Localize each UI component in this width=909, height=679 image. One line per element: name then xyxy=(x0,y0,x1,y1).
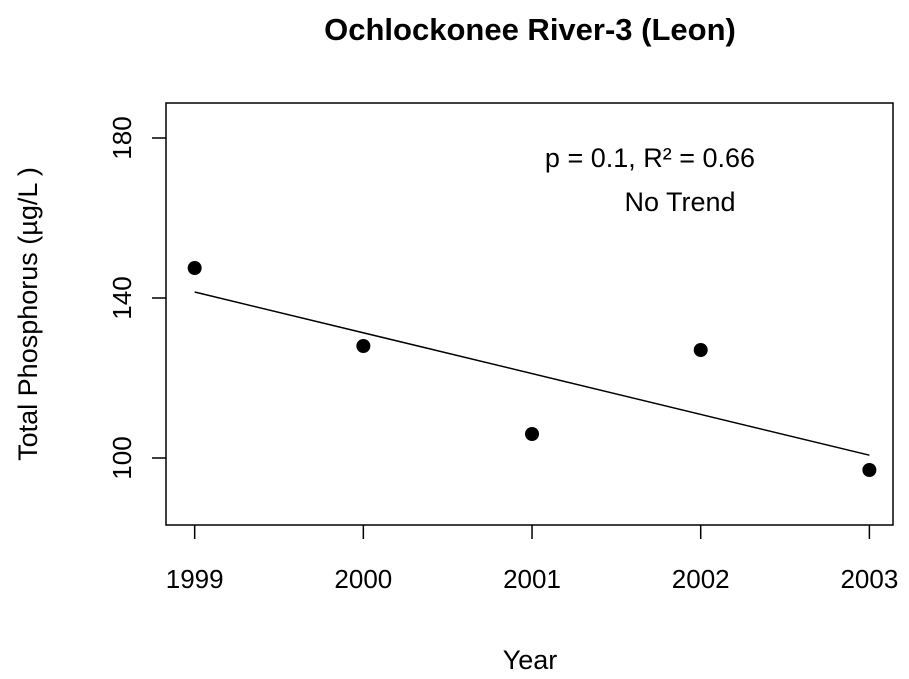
annotation: No Trend xyxy=(624,187,735,217)
x-tick-label: 2000 xyxy=(334,564,392,594)
y-tick-label: 180 xyxy=(107,116,137,159)
chart-title: Ochlockonee River-3 (Leon) xyxy=(324,12,736,47)
data-point xyxy=(862,463,877,477)
y-tick-label: 140 xyxy=(107,276,137,319)
trend-line xyxy=(194,291,870,456)
y-axis-label: Total Phosphorus (µg/L ) xyxy=(13,167,43,461)
plot-frame xyxy=(165,102,894,526)
data-point xyxy=(693,343,708,357)
x-tick-label: 2002 xyxy=(672,564,730,594)
x-axis-label: Year xyxy=(503,645,558,675)
x-tick-label: 1999 xyxy=(166,564,224,594)
data-point xyxy=(525,427,540,441)
data-point xyxy=(187,261,202,275)
data-point xyxy=(356,339,371,353)
x-tick-label: 2003 xyxy=(840,564,898,594)
y-tick-label: 100 xyxy=(107,436,137,479)
x-tick-label: 2001 xyxy=(503,564,561,594)
annotation: p = 0.1, R² = 0.66 xyxy=(545,143,755,173)
